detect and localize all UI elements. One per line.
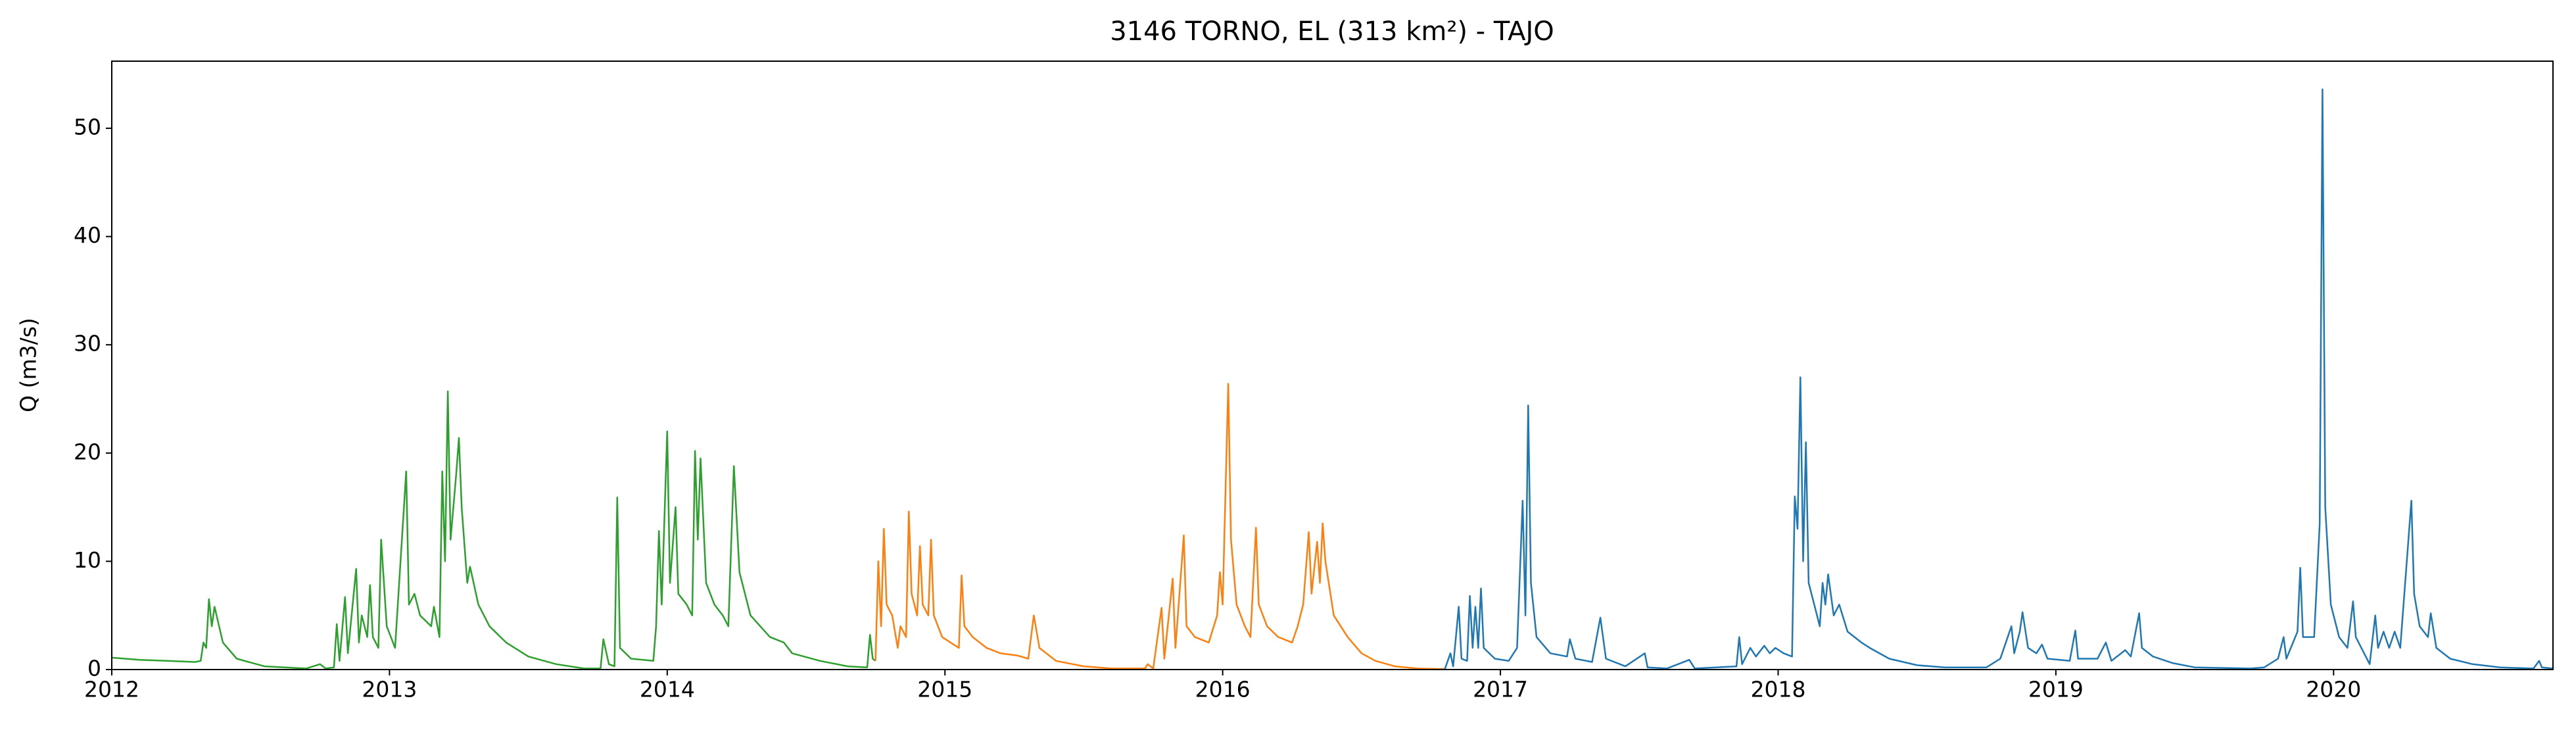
y-tick-label: 10: [74, 547, 101, 573]
x-tick-label: 2012: [84, 677, 139, 702]
x-tick-label: 2018: [1750, 677, 1805, 702]
x-tick-label: 2013: [362, 677, 417, 702]
y-tick-label: 20: [74, 439, 101, 464]
flow-line: [1444, 88, 2554, 670]
x-tick-label: 2017: [1473, 677, 1528, 702]
y-tick-label: 40: [74, 222, 101, 248]
flow-line: [111, 390, 876, 670]
x-tick-label: 2016: [1195, 677, 1251, 702]
plot-frame: [111, 61, 2554, 670]
y-tick-label: 30: [74, 331, 101, 356]
chart-title: 3146 TORNO, EL (313 km²) - TAJO: [1110, 16, 1554, 47]
y-tick-label: 50: [74, 114, 101, 140]
y-tick-label: 0: [87, 656, 101, 681]
x-tick-label: 2019: [2028, 677, 2084, 702]
y-axis-label: Q (m3/s): [16, 318, 41, 412]
x-tick-label: 2020: [2306, 677, 2361, 702]
flow-line: [874, 383, 1445, 670]
x-tick-label: 2015: [917, 677, 972, 702]
x-tick-label: 2014: [640, 677, 695, 702]
